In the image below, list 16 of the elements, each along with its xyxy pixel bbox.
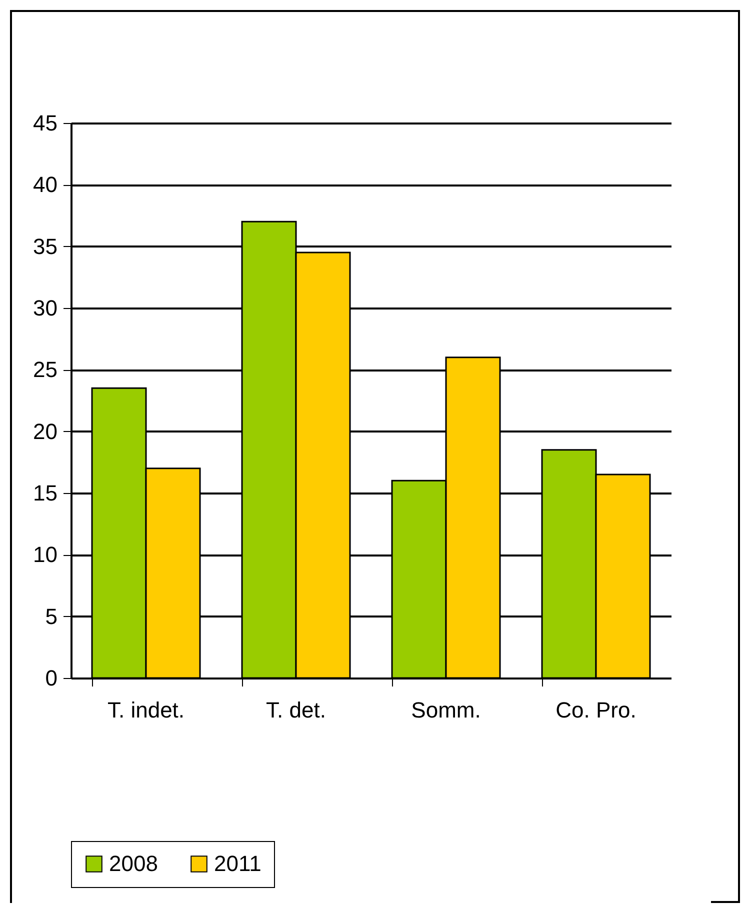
y-tick-label: 45: [33, 110, 58, 136]
x-tick-label: Somm.: [411, 698, 481, 722]
y-tick-label: 30: [33, 296, 58, 320]
x-tick-label: T. det.: [266, 698, 326, 722]
y-tick-label: 25: [33, 357, 58, 382]
x-tick-label: T. indet.: [107, 698, 185, 722]
y-tick-label: 15: [33, 480, 58, 506]
legend-label: 2011: [214, 851, 262, 876]
y-tick-label: 40: [33, 172, 58, 198]
y-tick-label: 35: [33, 234, 58, 259]
y-tick-label: 0: [45, 666, 58, 690]
y-tick-label: 20: [33, 418, 58, 444]
y-tick-label: 5: [45, 604, 58, 629]
legend-label: 2008: [109, 851, 158, 876]
x-tick-label: Co. Pro.: [556, 698, 636, 722]
y-tick-label: 10: [33, 542, 58, 568]
